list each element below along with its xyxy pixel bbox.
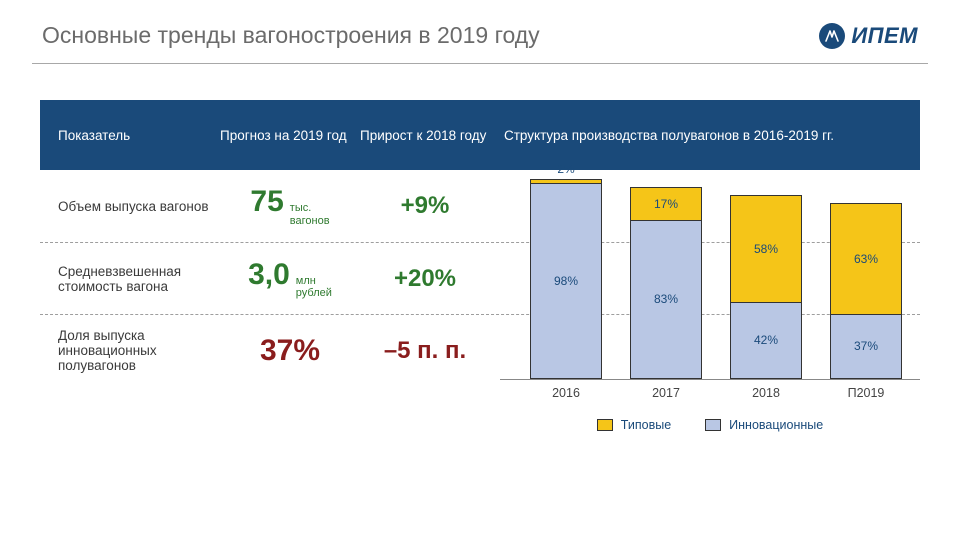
chart-x-label: 2016: [530, 386, 602, 400]
row-growth-value: –5 п. п.: [384, 337, 466, 364]
row-forecast-cell: 37%: [220, 334, 360, 368]
header-rule: [32, 63, 928, 64]
bar-column: 58%42%: [730, 195, 802, 379]
bar-segment-typical: 63%: [830, 203, 902, 314]
row-forecast-value: 37%: [260, 334, 320, 368]
legend-swatch-innovative: [705, 419, 721, 431]
legend-label-innovative: Инновационные: [729, 418, 823, 432]
bar-segment-typical: 17%: [630, 187, 702, 220]
bar-segment-typical: 58%: [730, 195, 802, 302]
chart-x-label: 2017: [630, 386, 702, 400]
chart-legend: Типовые Инновационные: [500, 418, 920, 432]
th-growth: Прирост к 2018 году: [360, 128, 490, 143]
th-forecast: Прогноз на 2019 год: [220, 128, 360, 143]
row-growth-value: +9%: [401, 192, 450, 219]
logo-mark-icon: [819, 23, 845, 49]
bar-segment-innovative: 42%: [730, 302, 802, 379]
chart-x-labels: 2016 2017 2018 П2019: [500, 380, 920, 400]
row-indicator-label: Объем выпуска вагонов: [40, 199, 220, 214]
row-indicator-label: Средневзвешенная стоимость вагона: [40, 264, 220, 294]
row-forecast-cell: 75 тыс.вагонов: [220, 185, 360, 226]
row-growth-cell: –5 п. п.: [360, 337, 490, 365]
legend-item-innovative: Инновационные: [705, 418, 823, 432]
chart-x-label: 2018: [730, 386, 802, 400]
row-growth-cell: +9%: [360, 192, 490, 220]
logo: ИПЕМ: [819, 23, 918, 49]
bar-segment-innovative: 98%: [530, 183, 602, 379]
bar-segment-innovative: 37%: [830, 314, 902, 379]
th-indicator: Показатель: [40, 128, 220, 143]
header: Основные тренды вагоностроения в 2019 го…: [0, 0, 960, 57]
row-forecast-unit: тыс.вагонов: [290, 202, 330, 226]
row-growth-value: +20%: [394, 265, 456, 292]
content: Показатель Прогноз на 2019 год Прирост к…: [0, 100, 960, 540]
stacked-bar-chart: 2%98% 17%83% 58%42% 63%37% 2016 2017 2018 П201…: [500, 180, 920, 432]
row-forecast-value: 3,0: [248, 258, 290, 292]
bar-column: 63%37%: [830, 203, 902, 379]
row-forecast-cell: 3,0млнрублей: [220, 258, 360, 299]
chart-plot-area: 2%98% 17%83% 58%42% 63%37%: [500, 180, 920, 380]
legend-swatch-typical: [597, 419, 613, 431]
bar-column: 17%83%: [630, 187, 702, 379]
row-indicator-label: Доля выпуска инновационных полувагонов: [40, 328, 220, 373]
th-chart: Структура производства полувагонов в 201…: [490, 128, 920, 143]
legend-label-typical: Типовые: [621, 418, 671, 432]
row-forecast-value: 75: [250, 185, 283, 219]
chart-x-label: П2019: [830, 386, 902, 400]
row-forecast-unit: млнрублей: [296, 275, 332, 299]
legend-item-typical: Типовые: [597, 418, 671, 432]
bar-segment-label-above: 2%: [531, 162, 601, 176]
bar-column: 2%98%: [530, 179, 602, 379]
table-header-row: Показатель Прогноз на 2019 год Прирост к…: [40, 100, 920, 170]
logo-text: ИПЕМ: [851, 23, 918, 49]
row-growth-cell: +20%: [360, 265, 490, 293]
page-title: Основные тренды вагоностроения в 2019 го…: [42, 22, 540, 49]
bar-segment-innovative: 83%: [630, 220, 702, 379]
